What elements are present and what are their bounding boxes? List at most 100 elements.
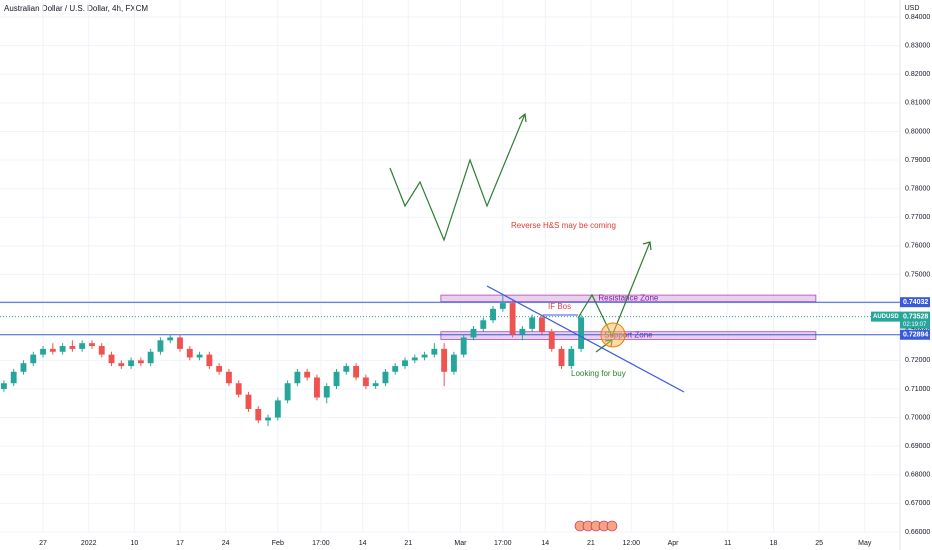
candle-body [147, 351, 154, 364]
candle-body [245, 394, 252, 409]
y-tick-label: 0.84000 [905, 14, 930, 21]
y-tick-label: 0.77000 [905, 214, 930, 221]
candle-body [441, 348, 448, 372]
candle-body [529, 317, 536, 329]
x-tick-label: Feb [272, 540, 284, 547]
countdown: 02:19:07 [903, 322, 927, 328]
y-tick-label: 0.66000 [905, 529, 930, 536]
candle-body [304, 371, 311, 378]
candle-body [167, 337, 174, 341]
x-tick-label: 21 [404, 540, 412, 547]
y-tick-label: 0.67000 [905, 500, 930, 507]
candle-body [353, 366, 360, 378]
candle-body [30, 354, 37, 364]
candle-body [323, 386, 330, 398]
x-tick-label: May [858, 540, 872, 547]
candle-body [206, 354, 213, 367]
candle-body [40, 348, 46, 355]
x-tick-label: 14 [541, 540, 549, 547]
x-tick-label: 14 [359, 540, 367, 547]
trend-line [486, 285, 685, 393]
candle-body [0, 383, 7, 389]
candle-body [294, 371, 301, 384]
candle-body [460, 337, 467, 355]
x-tick-label: 24 [222, 540, 230, 547]
candle-body [284, 383, 291, 401]
candle-body [225, 371, 232, 384]
candle-body [177, 337, 183, 349]
candle-body [186, 348, 193, 358]
candle-body [314, 377, 320, 398]
candle-body [480, 320, 487, 329]
y-tick-label: 0.78000 [905, 186, 930, 193]
candle-body [392, 366, 399, 372]
event-icons [574, 520, 618, 532]
candle-body [578, 317, 585, 349]
candle-body [128, 360, 135, 367]
price-tag [900, 311, 930, 329]
y-tick-label: 0.80000 [905, 128, 930, 135]
candle-body [137, 360, 144, 364]
x-tick-label: 2022 [81, 540, 97, 547]
price-tag-label: 0.74032 [903, 299, 928, 306]
candle-body [157, 340, 164, 352]
candle-body [362, 377, 369, 387]
annotation: IF Bos [548, 302, 571, 311]
candle-body [196, 354, 203, 358]
y-tick-label: 0.81000 [905, 100, 930, 107]
candle-body [79, 343, 86, 349]
x-tick-label: 17:00 [312, 540, 330, 547]
candle-body [382, 371, 389, 384]
x-tick-label: Apr [668, 540, 680, 547]
candle-body [470, 328, 477, 338]
x-tick-label: 10 [130, 540, 138, 547]
x-tick-label: 27 [39, 540, 47, 547]
annotation: Reverse H&S may be coming [511, 221, 616, 230]
candle-body [69, 346, 76, 349]
candle-body [568, 348, 575, 367]
candle-body [333, 371, 340, 387]
candle-body [548, 331, 555, 349]
price-tag-label: 0.72894 [903, 332, 928, 339]
arrow-head [642, 241, 652, 251]
candle-body [509, 303, 516, 335]
candle-body [118, 363, 125, 367]
candle-body [402, 360, 408, 367]
zone [440, 331, 817, 340]
candles [0, 294, 585, 427]
axis: 0.84000 0.83000 0.82000 0.81000 0.80000 0.790… [39, 14, 930, 547]
candle-body [10, 371, 17, 384]
y-tick-label: 0.82000 [905, 71, 930, 78]
candle-body [20, 363, 27, 372]
y-tick-label: 0.69000 [905, 443, 930, 450]
y-tick-label: 0.71000 [905, 386, 930, 393]
drawing [389, 113, 526, 242]
candle-body [539, 317, 545, 332]
candle-body [274, 400, 281, 418]
candle-body [59, 346, 66, 352]
candle-body [490, 308, 496, 321]
candle-body [499, 303, 506, 309]
x-tick-label: 21 [587, 540, 595, 547]
candle-body [98, 346, 105, 355]
annotation: Looking for buy [571, 369, 626, 378]
y-tick-label: 0.75000 [905, 271, 930, 278]
grid [0, 0, 900, 533]
symbol-tag [871, 311, 900, 322]
price-tag-label: 0.73528 [903, 313, 928, 320]
y-tick-label: 0.76000 [905, 243, 930, 250]
symbol-tag-label: AUDUSD [873, 314, 899, 320]
zone-label: Resistance Zone [598, 293, 659, 302]
x-tick-label: 18 [770, 540, 778, 547]
x-tick-label: 17 [176, 540, 184, 547]
candle-body [558, 348, 565, 367]
y-tick-label: 0.70000 [905, 414, 930, 421]
y-tick-label: 0.79000 [905, 157, 930, 164]
candle-body [216, 366, 223, 372]
candle-body [519, 328, 526, 335]
candle-body [411, 357, 418, 361]
candle-body [450, 354, 457, 372]
